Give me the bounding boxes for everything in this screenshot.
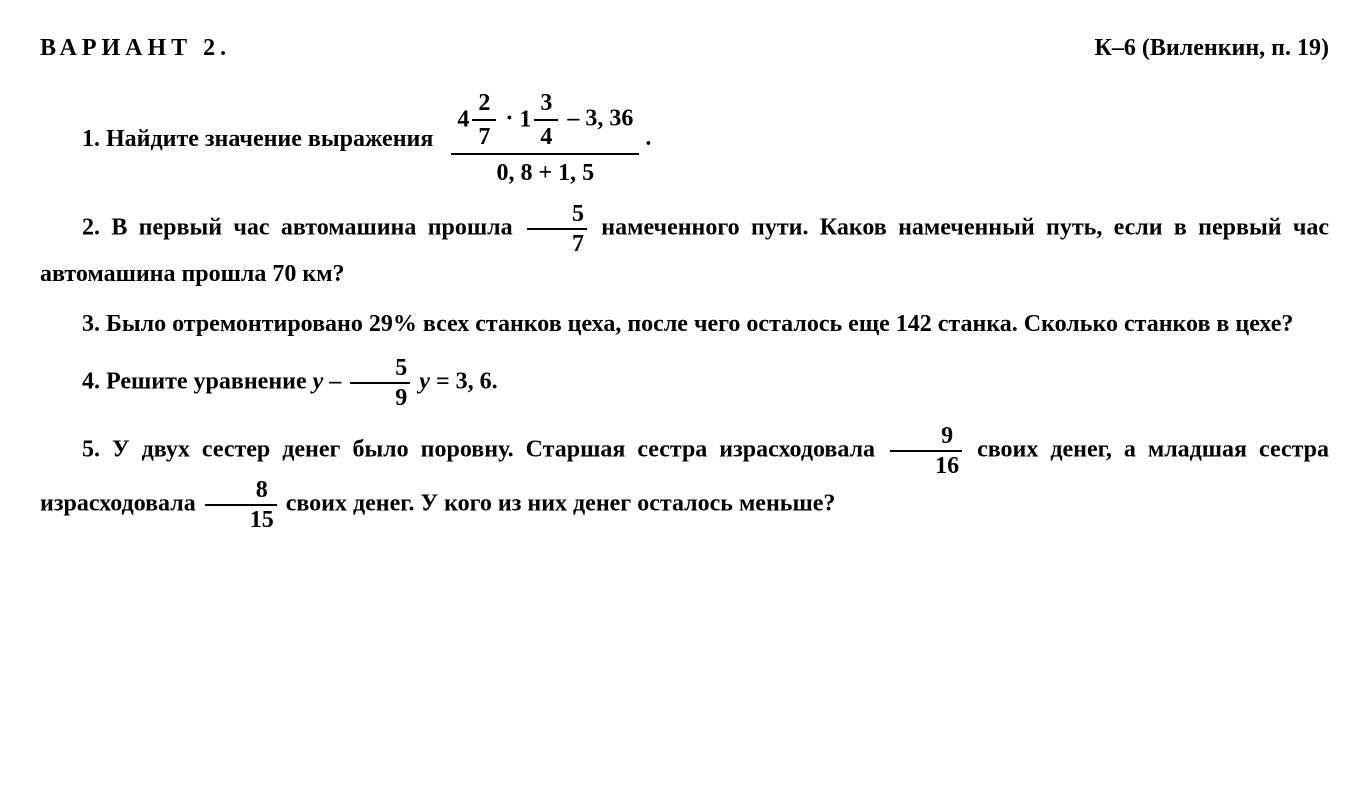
frac-top: 9 <box>890 424 962 452</box>
minus-sign: – <box>329 368 341 394</box>
frac-top: 8 <box>205 478 277 506</box>
mixed-whole: 4 <box>457 107 469 133</box>
expression-fraction: 427 · 134 – 3, 36 0, 8 + 1, 5 <box>451 91 639 188</box>
frac-bot: 9 <box>350 384 410 410</box>
problem-text: Решите уравнение <box>106 368 307 394</box>
problem-text-before: В первый час автомашина прошла <box>111 214 512 240</box>
minus-term: – 3, 36 <box>567 106 633 132</box>
reference-label: К–6 (Виленкин, п. 19) <box>1095 30 1329 66</box>
frac-bot: 7 <box>527 230 587 256</box>
problem-4: 4. Решите уравнение y – 5 9 y = 3, 6. <box>40 356 1329 410</box>
problem-3: 3. Было отремонтировано 29% всех станков… <box>40 306 1329 342</box>
fraction: 5 9 <box>350 356 410 410</box>
frac-bot: 16 <box>890 452 962 478</box>
problem-number: 2. <box>82 214 100 240</box>
problem-5: 5. У двух сестер денег было поровну. Ста… <box>40 424 1329 532</box>
frac-bot: 7 <box>472 121 496 149</box>
problem-text: Найдите значение выражения <box>106 126 433 152</box>
fraction: 9 16 <box>890 424 962 478</box>
period: . <box>645 125 651 151</box>
frac-top: 5 <box>350 356 410 384</box>
expression-numerator: 427 · 134 – 3, 36 <box>451 91 639 155</box>
problem-number: 4. <box>82 368 100 394</box>
fraction: 8 15 <box>205 478 277 532</box>
variable-y: y <box>419 368 430 394</box>
multiply-dot: · <box>505 106 513 132</box>
frac-top: 2 <box>472 91 496 121</box>
variable-y: y <box>313 368 324 394</box>
mixed-whole: 1 <box>519 107 531 133</box>
problem-number: 3. <box>82 311 100 337</box>
problem-1: 1. Найдите значение выражения 427 · 134 … <box>40 91 1329 188</box>
equals-term: = 3, 6. <box>436 368 498 394</box>
variant-title: ВАРИАНТ 2. <box>40 30 231 66</box>
frac-bot: 15 <box>205 506 277 532</box>
frac-top: 5 <box>527 202 587 230</box>
frac-top: 3 <box>534 91 558 121</box>
problem-number: 5. <box>82 436 100 462</box>
problem-text-a: У двух сестер денег было поровну. Старша… <box>112 436 875 462</box>
expression-denominator: 0, 8 + 1, 5 <box>451 155 639 188</box>
header: ВАРИАНТ 2. К–6 (Виленкин, п. 19) <box>40 30 1329 66</box>
problem-text: Было отремонтировано 29% всех станков це… <box>106 311 1293 337</box>
fraction: 5 7 <box>527 202 587 256</box>
problem-text-c: своих денег. У кого из них денег осталос… <box>286 490 836 516</box>
problem-2: 2. В первый час автомашина прошла 5 7 на… <box>40 202 1329 292</box>
frac-bot: 4 <box>534 121 558 149</box>
problem-number: 1. <box>82 126 100 152</box>
